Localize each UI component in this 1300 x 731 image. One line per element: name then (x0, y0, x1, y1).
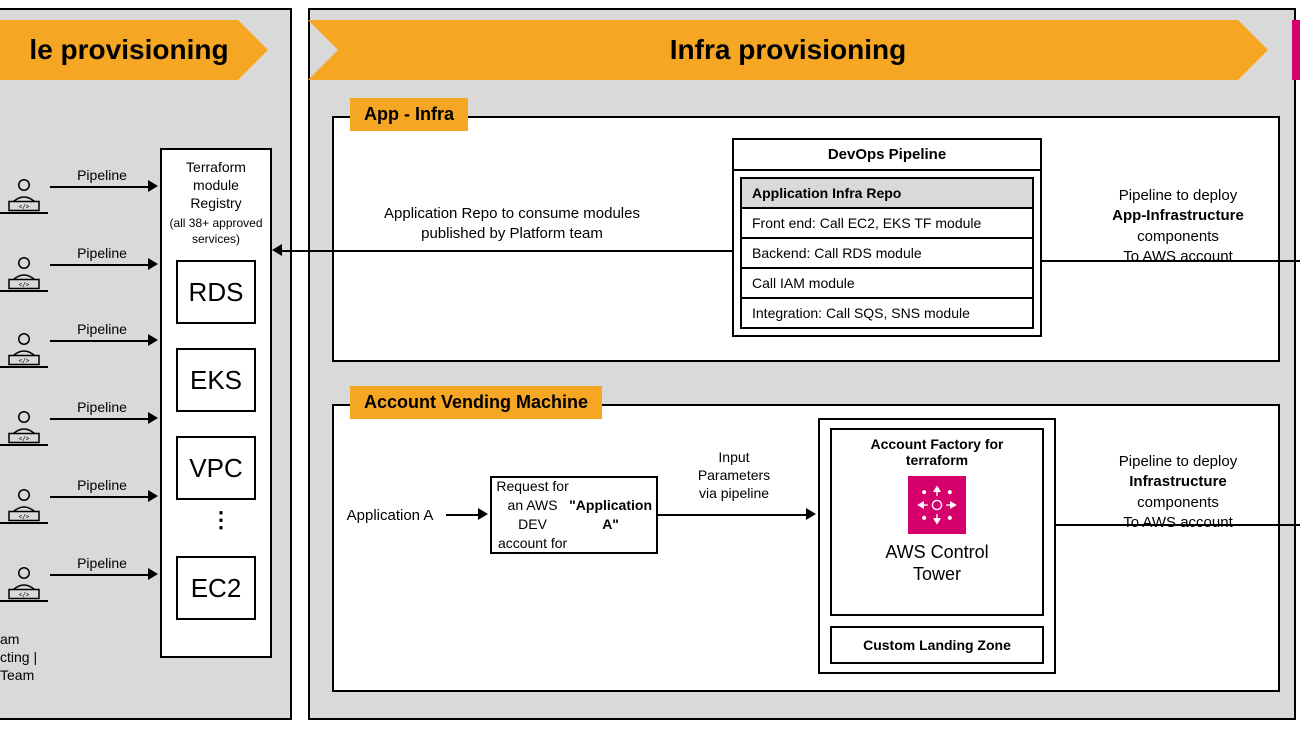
module-eks: EKS (176, 348, 256, 412)
arrow-avm-deploy (1056, 524, 1300, 526)
svg-text:</>: </> (19, 357, 30, 364)
dev-baseline (0, 290, 48, 292)
arrow-app-to-request-head (478, 508, 488, 520)
pipeline-arrow (50, 186, 150, 188)
pipeline-arrow-head (148, 568, 158, 580)
developer-icon: </> (6, 564, 42, 600)
developer-icon: </> (6, 408, 42, 444)
pipeline-arrow-head (148, 180, 158, 192)
pipeline-arrow (50, 574, 150, 576)
developer-icon: </> (6, 486, 42, 522)
dev-baseline (0, 212, 48, 214)
module-rds: RDS (176, 260, 256, 324)
avm-app-label: Application A (334, 506, 446, 526)
dev-baseline (0, 522, 48, 524)
pipeline-label: Pipeline (62, 398, 142, 416)
app-deploy-text: Pipeline to deployApp-Infrastructurecomp… (1078, 186, 1278, 267)
arrow-app-deploy (1042, 260, 1300, 262)
pipeline-label: Pipeline (62, 244, 142, 262)
left-banner: le provisioning (0, 20, 268, 80)
module-ec2: EC2 (176, 556, 256, 620)
pipeline-arrow-head (148, 334, 158, 346)
arrow-app-to-request (446, 514, 480, 516)
svg-text:</>: </> (19, 435, 30, 442)
input-params-label: Input Parameters via pipeline (674, 448, 794, 503)
dev-baseline (0, 600, 48, 602)
arrow-app-to-registry (282, 250, 732, 252)
app-infra-tag: App - Infra (350, 98, 468, 131)
aft-inner-box: Account Factory for terraform AWS Contro… (830, 428, 1044, 616)
pipeline-arrow (50, 264, 150, 266)
pipeline-row-0: Front end: Call EC2, EKS TF module (742, 209, 1032, 239)
svg-text:</>: </> (19, 281, 30, 288)
avm-box (332, 404, 1280, 692)
request-box: Request for an AWSDEV account for"Applic… (490, 476, 658, 554)
pipeline-arrow-head (148, 412, 158, 424)
svg-text:</>: </> (19, 513, 30, 520)
right-edge-accent (1292, 20, 1300, 80)
pipeline-label: Pipeline (62, 166, 142, 184)
pipeline-row-2: Call IAM module (742, 269, 1032, 299)
developer-icon: </> (6, 254, 42, 290)
pipeline-label: Pipeline (62, 320, 142, 338)
svg-text:</>: </> (19, 203, 30, 210)
svg-text:</>: </> (19, 591, 30, 598)
pipeline-label: Pipeline (62, 554, 142, 572)
pipeline-subheader: Application Infra Repo (742, 179, 1032, 209)
registry-title: Terraform module Registry (164, 158, 268, 213)
aft-title: Account Factory for terraform (832, 436, 1042, 468)
right-banner-title: Infra provisioning (670, 34, 906, 66)
devops-pipeline-table: DevOps Pipeline Application Infra Repo F… (732, 138, 1042, 337)
team-caption: am cting | Team (0, 630, 56, 685)
left-banner-title: le provisioning (29, 34, 228, 66)
pipeline-arrow (50, 340, 150, 342)
dev-baseline (0, 366, 48, 368)
registry-sub: (all 38+ approved services) (164, 216, 268, 247)
pipeline-arrow-head (148, 258, 158, 270)
pipeline-arrow-head (148, 490, 158, 502)
control-tower-icon (908, 476, 966, 534)
control-tower-label: AWS Control Tower (832, 542, 1042, 585)
right-banner: Infra provisioning (308, 20, 1268, 80)
module-vpc: VPC (176, 436, 256, 500)
developer-icon: </> (6, 176, 42, 212)
avm-deploy-text: Pipeline to deployInfrastructurecomponen… (1078, 452, 1278, 533)
arrow-request-to-aft (658, 514, 808, 516)
pipeline-label: Pipeline (62, 476, 142, 494)
pipeline-header: DevOps Pipeline (734, 140, 1040, 171)
arrow-app-to-registry-head (272, 244, 282, 256)
dev-baseline (0, 444, 48, 446)
arrow-request-to-aft-head (806, 508, 816, 520)
avm-tag: Account Vending Machine (350, 386, 602, 419)
pipeline-arrow (50, 496, 150, 498)
developer-icon: </> (6, 330, 42, 366)
pipeline-row-1: Backend: Call RDS module (742, 239, 1032, 269)
module-ellipsis: ⋮ (210, 514, 232, 525)
app-repo-text: Application Repo to consume modules publ… (356, 204, 668, 243)
clz-box: Custom Landing Zone (830, 626, 1044, 664)
pipeline-row-3: Integration: Call SQS, SNS module (742, 299, 1032, 327)
pipeline-arrow (50, 418, 150, 420)
